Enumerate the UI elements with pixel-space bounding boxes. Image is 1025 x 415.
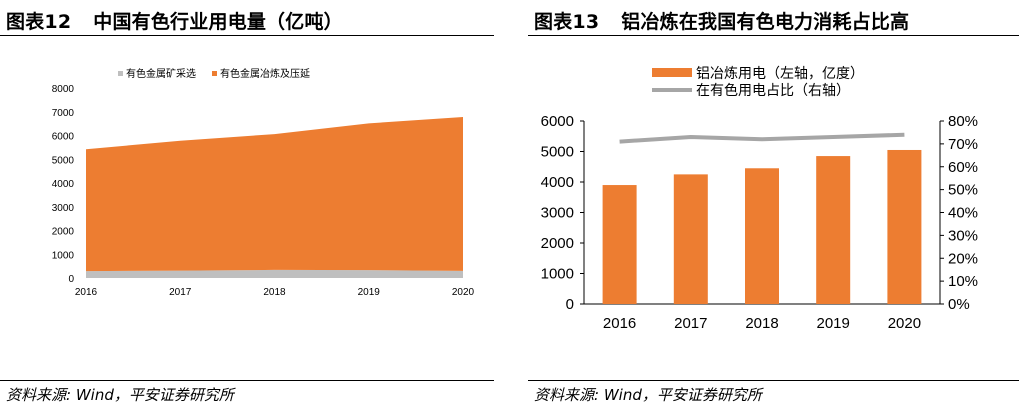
bar-2020	[887, 149, 922, 304]
legend-label-2: 有色金属冶炼及压延	[220, 67, 310, 80]
left-y-tick-label: 3000	[541, 205, 574, 222]
right-y-tick-label: 0%	[948, 296, 970, 313]
legend-swatch-1	[118, 71, 123, 76]
right-source-rule	[528, 380, 1019, 381]
right-y-tick-label: 60%	[948, 159, 978, 176]
legend-label-1: 铝冶炼用电（左轴，亿度）	[696, 66, 864, 82]
x-tick-label: 2019	[358, 287, 381, 298]
left-y-tick-label: 2000	[541, 235, 574, 252]
x-tick-label: 2018	[263, 287, 286, 298]
left-y-tick-label: 0	[566, 296, 574, 313]
right-figure-caption: 铝冶炼在我国有色电力消耗占比高	[621, 11, 910, 33]
left-title-rule	[0, 35, 494, 36]
right-y-tick-label: 80%	[948, 113, 978, 130]
right-bar-line-chart: 铝冶炼用电（左轴，亿度）在有色用电占比（右轴） 0 1000 2000 3000 4000…	[541, 66, 978, 332]
left-figure-number: 图表12	[6, 11, 72, 33]
left-y-tick-label: 5000	[541, 144, 574, 161]
y-tick-label: 8000	[52, 84, 75, 95]
y-tick-label: 3000	[52, 203, 75, 214]
right-title-rule	[528, 35, 1019, 36]
right-source-note: 资料来源: Wind，平安证券研究所	[534, 386, 762, 404]
y-tick-label: 4000	[52, 179, 75, 190]
left-figure-panel: 图表12 中国有色行业用电量（亿吨） 有色金属矿采选 有色金属冶炼及压延 0 1000 2…	[0, 0, 500, 415]
x-tick-label: 2020	[888, 315, 921, 332]
right-y-tick-label: 70%	[948, 136, 978, 153]
right-figure-title: 图表13 铝冶炼在我国有色电力消耗占比高	[534, 7, 909, 34]
x-tick-label: 2017	[169, 287, 192, 298]
y-tick-label: 1000	[52, 250, 75, 261]
right-figure-number: 图表13	[534, 11, 600, 33]
x-tick-label: 2020	[452, 287, 475, 298]
y-tick-label: 5000	[52, 155, 75, 166]
legend-label-2: 在有色用电占比（右轴）	[696, 82, 850, 99]
left-y-tick-label: 4000	[541, 174, 574, 191]
x-tick-label: 2016	[603, 315, 636, 332]
bar-2016	[602, 185, 637, 304]
left-source-note: 资料来源: Wind，平安证券研究所	[6, 386, 234, 404]
right-y-tick-label: 10%	[948, 273, 978, 290]
bar-2018	[745, 168, 779, 304]
area-series-2	[86, 116, 463, 272]
legend-label-1: 有色金属矿采选	[126, 67, 196, 80]
x-tick-label: 2019	[817, 315, 850, 332]
area-series-1	[86, 269, 463, 278]
right-y-tick-label: 50%	[948, 182, 978, 199]
y-tick-label: 2000	[52, 227, 75, 238]
left-figure-title: 图表12 中国有色行业用电量（亿吨）	[6, 7, 343, 34]
left-y-tick-label: 6000	[541, 113, 574, 130]
left-source-rule	[0, 380, 494, 381]
y-tick-label: 6000	[52, 132, 75, 143]
x-tick-label: 2016	[75, 287, 98, 298]
left-figure-caption: 中国有色行业用电量（亿吨）	[93, 11, 343, 33]
legend-swatch-2	[212, 71, 217, 76]
right-y-tick-label: 40%	[948, 205, 978, 222]
right-y-tick-label: 20%	[948, 250, 978, 267]
right-figure-panel: 图表13 铝冶炼在我国有色电力消耗占比高 铝冶炼用电（左轴，亿度） 在有色用电占比（…	[528, 0, 1025, 415]
legend-swatch-1	[652, 68, 692, 77]
right-y-tick-label: 30%	[948, 227, 978, 244]
left-area-chart: 有色金属矿采选 有色金属冶炼及压延 0 1000 2000 3000 4000 5000 600…	[52, 67, 475, 298]
left-y-tick-label: 1000	[541, 266, 574, 283]
share-line	[619, 132, 905, 144]
x-tick-label: 2018	[745, 315, 778, 332]
bar-2019	[816, 156, 851, 304]
x-tick-label: 2017	[674, 315, 707, 332]
y-tick-label: 0	[68, 274, 74, 285]
bar-2017	[673, 174, 708, 304]
y-tick-label: 7000	[52, 108, 75, 119]
